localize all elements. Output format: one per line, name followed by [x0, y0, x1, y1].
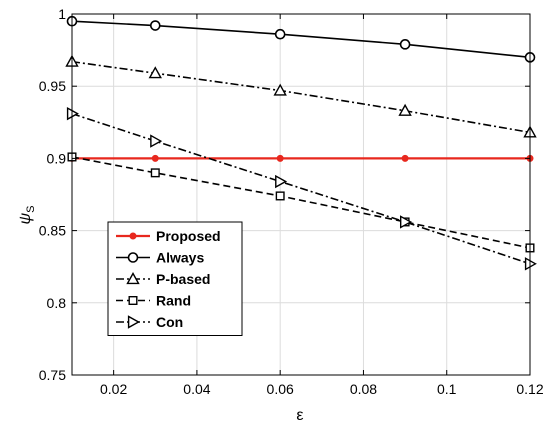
legend-label: P-based — [156, 271, 210, 287]
legend-entry: Always — [116, 250, 204, 266]
legend-label: Con — [156, 314, 183, 330]
ticks: 0.02 0.04 0.06 0.08 0.1 0.12 0.75 0.8 0.85 0.9 0.9… — [39, 6, 544, 397]
x-tick-label: 0.04 — [183, 381, 210, 397]
y-tick-label: 0.85 — [39, 223, 66, 239]
y-tick-label: 0.95 — [39, 78, 66, 94]
legend-marker — [126, 272, 140, 285]
data-point — [150, 134, 163, 148]
x-tick-label: 0.1 — [437, 381, 457, 397]
legend-label: Proposed — [156, 228, 221, 244]
data-point — [274, 28, 286, 40]
y-tick-label: 0.9 — [47, 150, 67, 166]
data-point — [275, 191, 285, 201]
series-layer — [65, 15, 537, 271]
data-point — [398, 103, 412, 116]
y-tick-label: 1 — [58, 6, 66, 22]
data-point — [149, 20, 161, 31]
legend: Proposed Always P-based Rand Con — [107, 221, 243, 336]
data-point — [275, 174, 288, 189]
data-point — [66, 106, 79, 121]
legend-label: Rand — [156, 293, 191, 309]
series-con — [66, 106, 537, 271]
y-tick-label: 0.8 — [47, 295, 67, 311]
legend-marker — [127, 252, 139, 263]
data-point — [273, 83, 287, 96]
data-point — [399, 39, 411, 50]
data-point — [399, 215, 413, 229]
legend-marker — [128, 296, 138, 306]
data-point — [276, 154, 284, 162]
y-tick-label: 0.75 — [39, 367, 66, 383]
series-always — [66, 15, 536, 63]
data-point — [151, 154, 159, 162]
legend-marker — [127, 315, 140, 329]
x-axis-label: ε — [296, 407, 303, 424]
legend-marker — [129, 232, 137, 240]
legend-entry: P-based — [116, 271, 210, 287]
y-axis-label-symbol: ψ — [17, 212, 34, 224]
x-tick-label: 0.06 — [267, 381, 294, 397]
x-tick-label: 0.02 — [100, 381, 127, 397]
data-point — [524, 257, 537, 271]
series-p-based — [65, 54, 537, 138]
series-line — [71, 60, 531, 134]
y-axis-label: ψS — [17, 206, 37, 225]
data-point — [148, 66, 162, 79]
data-point — [401, 154, 409, 162]
legend-entry: Con — [116, 314, 183, 330]
plot-frame — [71, 13, 531, 376]
y-axis-label-subscript: S — [25, 206, 37, 213]
legend-entry: Rand — [116, 293, 191, 309]
x-tick-label: 0.12 — [516, 381, 543, 397]
x-tick-label: 0.08 — [350, 381, 377, 397]
legend-label: Always — [156, 250, 204, 266]
legend-entry: Proposed — [116, 228, 221, 244]
data-point — [150, 168, 160, 178]
series-proposed — [68, 154, 534, 162]
series-line — [71, 20, 531, 59]
